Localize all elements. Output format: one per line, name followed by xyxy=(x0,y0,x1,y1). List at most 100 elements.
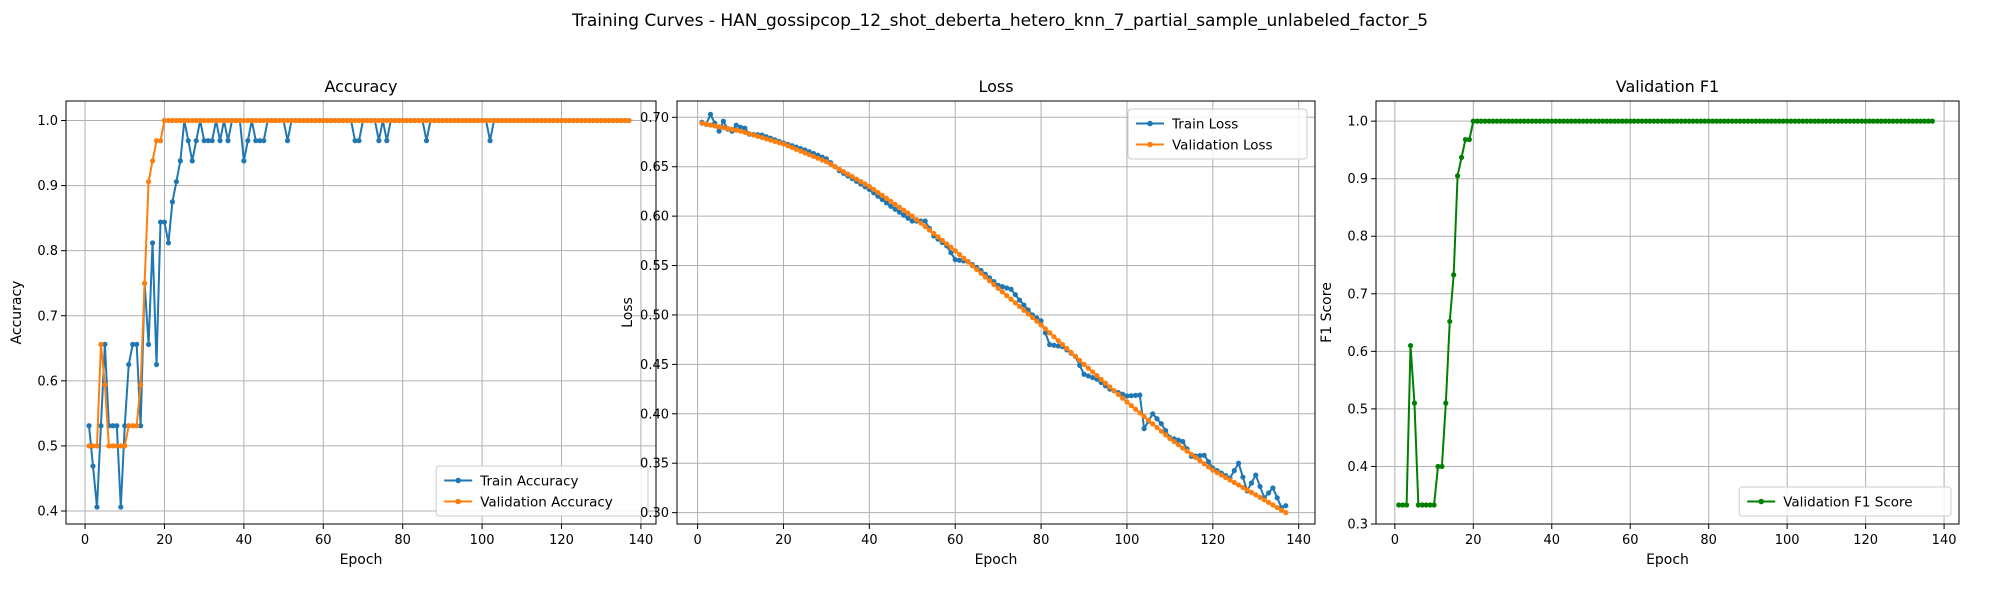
data-point xyxy=(1580,118,1586,124)
data-point xyxy=(789,144,795,151)
plot-frame xyxy=(1375,100,1960,525)
data-point xyxy=(1227,477,1233,483)
data-point xyxy=(1800,118,1806,124)
data-point xyxy=(1047,330,1053,336)
data-point xyxy=(823,159,830,165)
data-point xyxy=(969,263,975,269)
data-point xyxy=(780,141,787,147)
data-point xyxy=(126,423,132,429)
data-point xyxy=(499,117,505,124)
data-point xyxy=(1674,118,1680,124)
data-point xyxy=(793,146,799,152)
data-point xyxy=(1710,118,1716,124)
accuracy-panel: 0 20 40 60 80 100 120 140 0.4 0.5 0.6 0.7 0.8 0.9 1.0 A… xyxy=(9,77,657,568)
data-point xyxy=(1886,118,1892,124)
data-point xyxy=(241,117,247,124)
x-tick-label: 80 xyxy=(1033,533,1050,548)
y-tick-label: 0.55 xyxy=(640,259,669,274)
data-point xyxy=(189,117,195,124)
data-point xyxy=(901,207,907,213)
data-point xyxy=(806,152,812,158)
data-point xyxy=(1111,388,1117,394)
data-point xyxy=(1257,494,1263,500)
data-point xyxy=(1698,118,1704,124)
data-point xyxy=(515,117,521,124)
y-tick-label: 0.60 xyxy=(640,210,669,225)
data-point xyxy=(1115,391,1121,398)
data-point xyxy=(1831,118,1837,124)
data-point xyxy=(810,153,817,160)
data-point xyxy=(1411,400,1418,406)
data-point xyxy=(1753,118,1759,124)
data-point xyxy=(570,117,577,124)
data-point xyxy=(905,210,911,216)
data-point xyxy=(598,117,604,124)
data-point xyxy=(952,248,958,254)
legend-label: Validation F1 Score xyxy=(1783,495,1912,511)
data-point xyxy=(193,138,199,144)
data-point xyxy=(1733,118,1739,124)
data-point xyxy=(221,117,227,124)
data-point xyxy=(273,117,279,124)
x-tick-label: 80 xyxy=(1700,533,1717,548)
data-point xyxy=(1490,118,1496,124)
y-tick-label: 0.5 xyxy=(1347,402,1368,417)
data-point xyxy=(360,117,366,124)
data-point xyxy=(961,255,967,261)
panel-title: Accuracy xyxy=(324,77,397,96)
data-point xyxy=(1859,118,1865,124)
data-point xyxy=(815,155,821,161)
data-point xyxy=(768,137,774,143)
data-point xyxy=(1137,392,1143,398)
data-point xyxy=(1643,118,1649,124)
data-point xyxy=(201,117,207,124)
data-point xyxy=(1077,357,1083,364)
data-point xyxy=(707,122,714,128)
data-point xyxy=(1651,118,1657,124)
data-point xyxy=(1175,437,1182,443)
data-point xyxy=(447,117,453,124)
y-tick-label: 0.4 xyxy=(37,504,58,519)
data-point xyxy=(610,117,616,124)
data-point xyxy=(606,117,612,124)
x-tick-label: 60 xyxy=(315,533,332,548)
data-point xyxy=(1012,292,1018,298)
data-point xyxy=(802,150,808,156)
data-point xyxy=(1745,118,1751,124)
data-point xyxy=(836,166,842,172)
data-point xyxy=(1128,393,1134,399)
figure-title: Training Curves - HAN_gossipcop_12_shot_… xyxy=(571,11,1428,31)
data-point xyxy=(614,117,620,124)
data-point xyxy=(582,117,588,124)
data-point xyxy=(965,259,971,265)
data-point xyxy=(1533,118,1539,124)
data-point xyxy=(1902,118,1908,124)
data-point xyxy=(197,117,203,124)
data-point xyxy=(376,138,382,144)
data-point xyxy=(209,138,215,144)
series-markers-0 xyxy=(1396,118,1935,508)
data-point xyxy=(1404,502,1410,508)
x-axis-label: Epoch xyxy=(1646,552,1689,568)
data-point xyxy=(594,117,600,124)
data-point xyxy=(1017,303,1023,310)
data-point xyxy=(1218,472,1224,478)
data-point xyxy=(1588,118,1594,124)
x-tick-label: 0 xyxy=(1391,533,1399,548)
data-point xyxy=(858,178,864,185)
data-point xyxy=(1627,118,1633,124)
data-point xyxy=(546,117,553,124)
y-axis-label: F1 Score xyxy=(1319,282,1335,343)
data-point xyxy=(1784,118,1790,124)
data-point xyxy=(1611,118,1618,124)
data-point xyxy=(114,443,120,449)
y-tick-label: 0.8 xyxy=(37,244,58,259)
data-point xyxy=(1266,490,1272,496)
data-point xyxy=(883,195,890,201)
data-point xyxy=(1509,118,1516,124)
data-point xyxy=(122,443,128,449)
data-point xyxy=(1655,118,1661,124)
data-point xyxy=(1248,480,1255,486)
data-point xyxy=(1678,118,1684,124)
y-tick-label: 0.7 xyxy=(1347,287,1368,302)
